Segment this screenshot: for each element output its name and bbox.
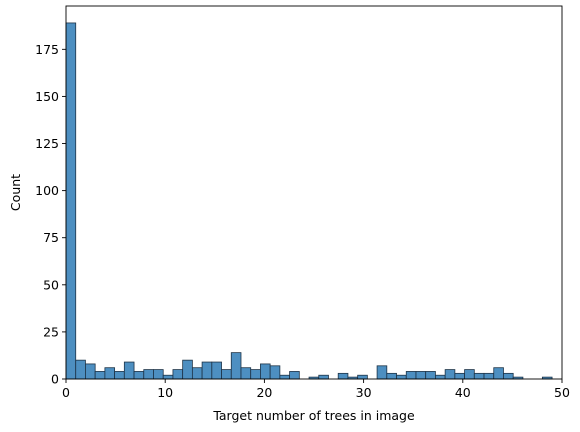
histogram-bar [153,369,164,380]
histogram-bar [454,372,465,380]
histogram-bar [483,372,495,380]
histogram-bar [473,372,485,380]
y-tick-label: 75 [43,230,59,245]
histogram-bar [143,369,154,380]
y-tick-label: 150 [35,89,59,104]
histogram-bar [444,369,456,380]
histogram-bar [405,371,417,380]
histogram-bar [240,367,252,380]
histogram-bar [172,369,184,380]
y-tick-label: 25 [43,324,59,339]
histogram-bar [133,371,145,380]
histogram-bar [503,372,514,380]
x-axis-ticks: 0 10 20 30 40 50 [62,379,570,400]
histogram-bar [269,365,281,380]
histogram-bar [201,361,213,380]
histogram-bar [396,374,407,380]
histogram-bar [191,367,203,380]
histogram-bar [75,359,86,380]
histogram-bar [415,371,427,380]
plot-area-frame [65,5,563,380]
histogram-bar [104,367,116,380]
x-tick-label: 40 [455,385,471,400]
y-tick-label: 50 [43,277,59,292]
y-tick-label: 175 [35,42,59,57]
x-tick-label: 50 [554,385,570,400]
histogram-bar [94,371,106,380]
histogram-bar [425,371,436,380]
histogram-bar [85,363,96,380]
y-axis-label: Count [8,174,23,211]
histogram-bar [114,371,125,380]
histogram-bar [289,371,300,380]
y-tick-label: 125 [35,136,59,151]
histogram-bar [65,22,77,380]
histogram-bar [182,359,193,380]
histogram-bar [337,372,349,380]
histogram-bar [357,374,368,380]
histogram-bar [279,374,291,380]
histogram-bar [221,369,232,380]
y-axis-ticks: 0 25 50 75 100 125 150 175 [35,42,66,387]
histogram-bar [464,369,475,380]
histogram-bar [211,361,222,380]
histogram-bar [250,369,261,380]
histogram-bar [376,365,388,380]
histogram-bar [260,363,271,380]
y-tick-label: 0 [51,372,59,387]
x-tick-label: 10 [157,385,173,400]
histogram-bar [435,374,446,380]
histogram-bar [162,374,174,380]
histogram-bar [230,352,242,380]
x-axis-label: Target number of trees in image [212,408,415,423]
x-tick-label: 30 [356,385,372,400]
histogram-bar [123,361,135,380]
histogram-bar [386,372,397,380]
y-tick-label: 100 [35,183,59,198]
x-tick-label: 20 [256,385,272,400]
x-tick-label: 0 [62,385,70,400]
histogram-bar [318,374,329,380]
histogram-bar [493,367,504,380]
